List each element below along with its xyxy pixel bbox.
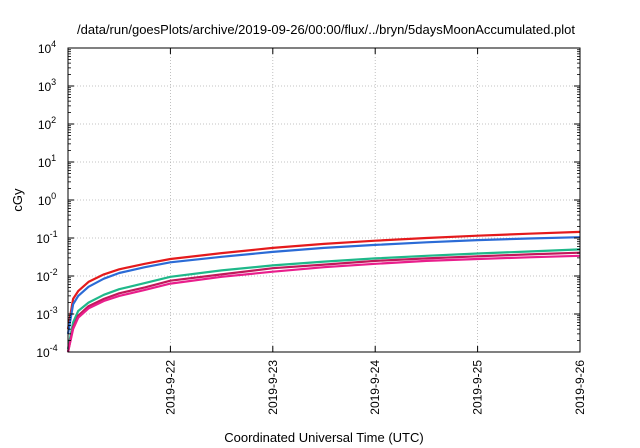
x-tick-label: 2019-9-23 [266, 360, 280, 415]
x-tick-label: 2019-9-25 [471, 360, 485, 415]
series-line-1 [66, 230, 581, 330]
series-line-5 [66, 254, 581, 353]
x-axis-label: Coordinated Universal Time (UTC) [224, 430, 423, 445]
y-tick-label: 100 [38, 191, 56, 208]
y-tick-label: 101 [38, 153, 56, 170]
y-tick-label: 10-1 [36, 229, 57, 246]
y-tick-label: 10-4 [36, 343, 57, 360]
x-tick-label: 2019-9-26 [573, 360, 587, 415]
ticks [68, 47, 581, 353]
y-tick-label: 10-2 [36, 267, 57, 284]
series-line-3 [66, 248, 581, 350]
y-tick-label: 104 [38, 39, 56, 56]
y-tick-label: 10-3 [36, 305, 57, 322]
x-tick-label: 2019-9-22 [163, 360, 177, 415]
y-tick-label: 102 [38, 115, 56, 132]
y-axis-label: cGy [10, 188, 25, 212]
x-tick-labels: 2019-9-22 2019-9-23 2019-9-24 2019-9-25 2019… [163, 360, 587, 415]
y-tick-label: 103 [38, 77, 56, 94]
chart-title: /data/run/goesPlots/archive/2019-09-26/0… [77, 22, 575, 37]
y-tick-labels: 10-4 10-3 10-2 10-1 100 101 102 103 104 [36, 39, 57, 360]
grid [68, 48, 580, 352]
series-line-2 [66, 236, 581, 335]
x-tick-label: 2019-9-24 [368, 360, 382, 415]
series-group [66, 230, 581, 353]
series-line-4 [66, 251, 581, 353]
